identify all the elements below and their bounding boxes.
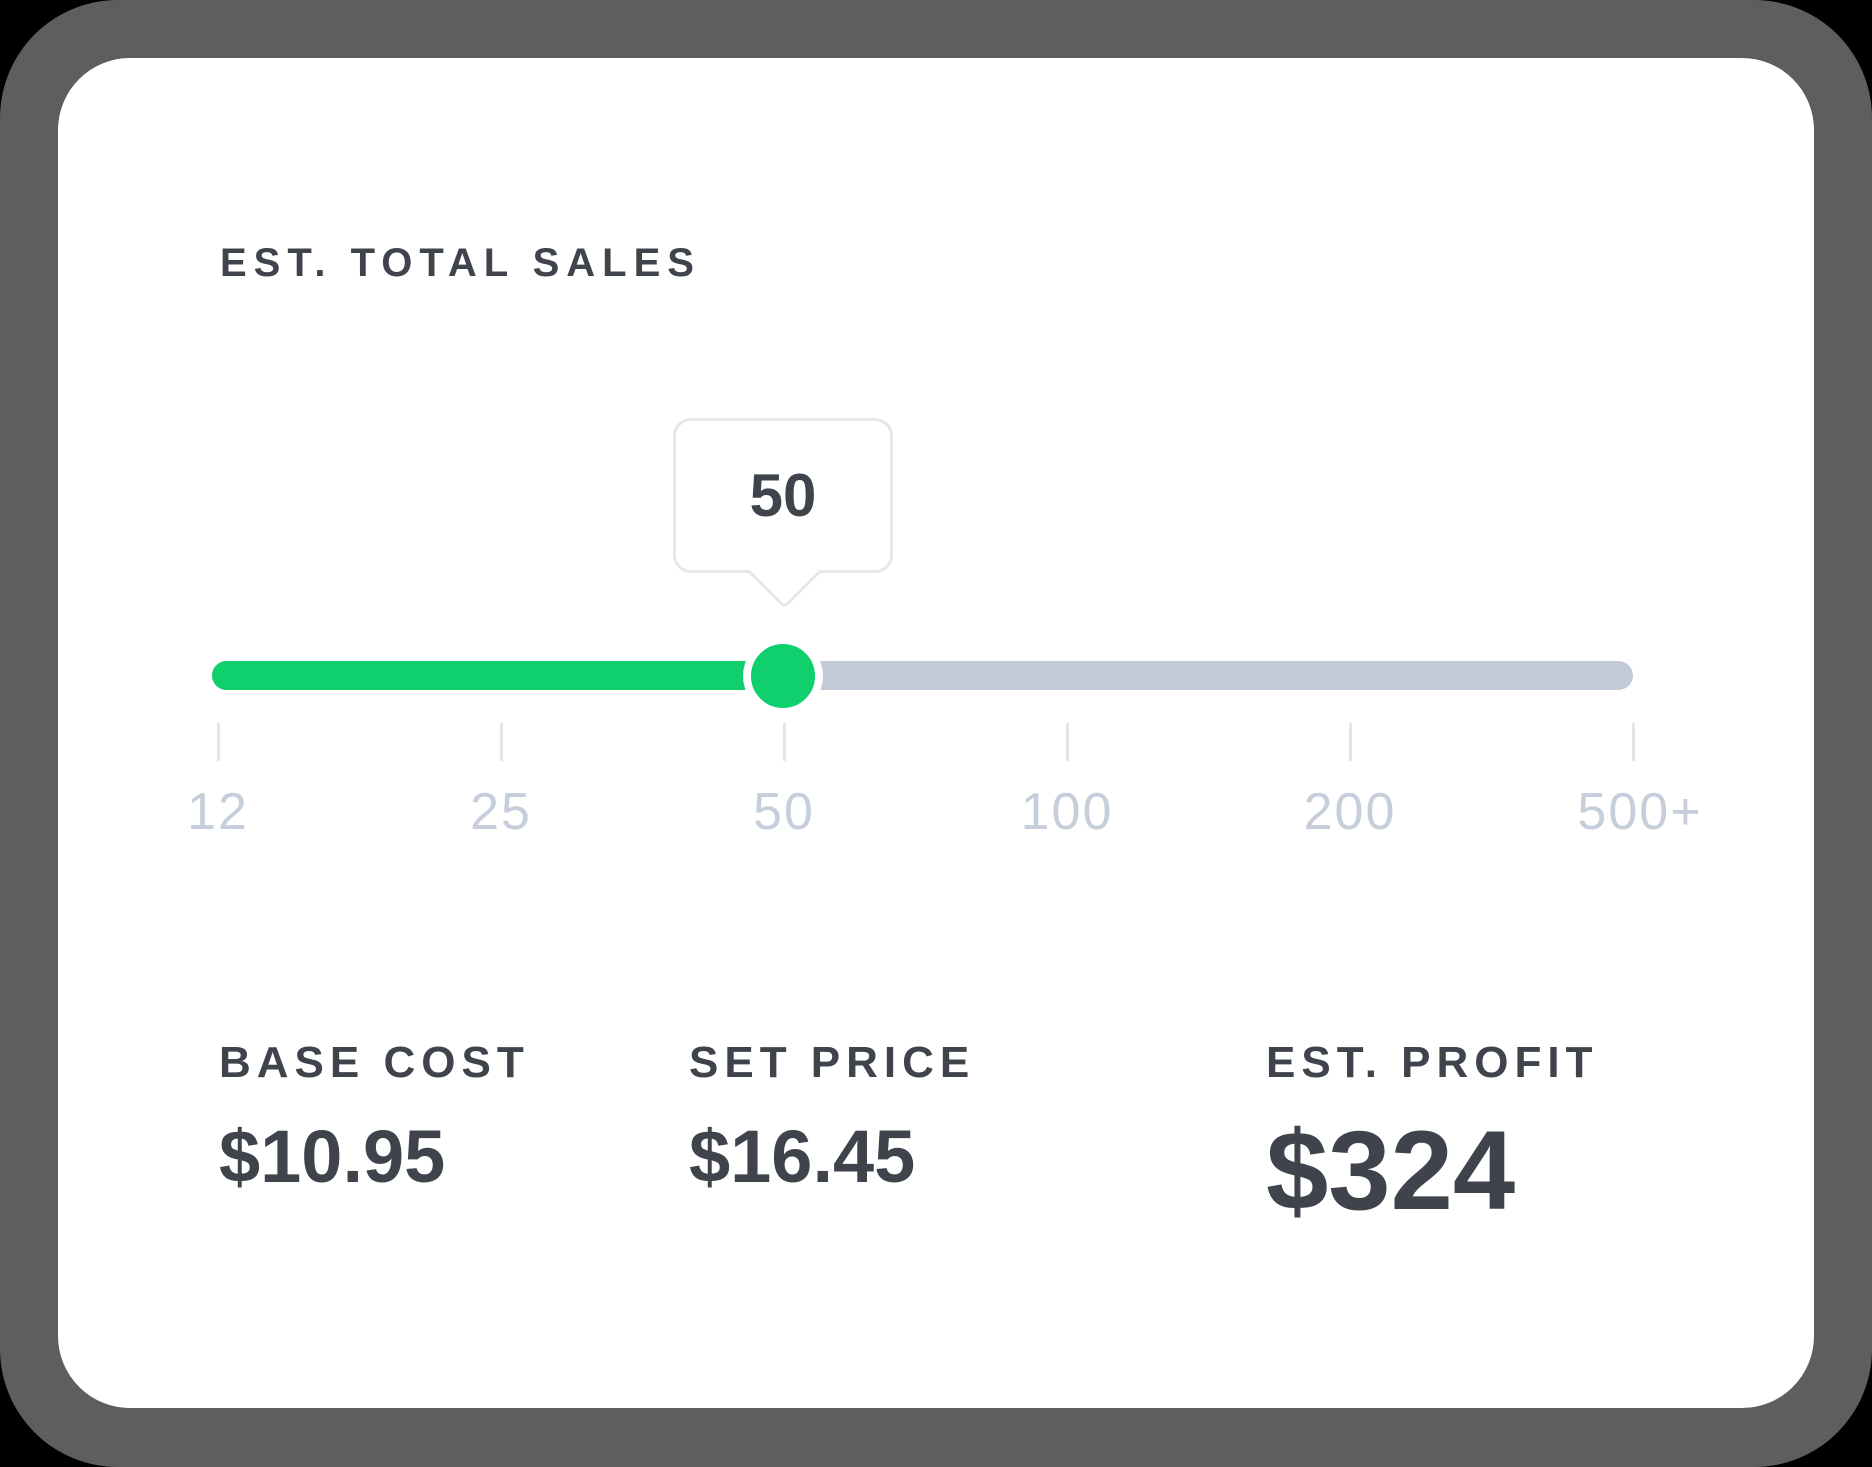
tick-label: 100 bbox=[1020, 783, 1114, 841]
tick-mark bbox=[1631, 723, 1635, 761]
slider-fill bbox=[212, 661, 783, 690]
pricing-card: EST. TOTAL SALES 50 12 25 50 100 200 500… bbox=[58, 58, 1814, 1408]
tick-mark bbox=[1065, 723, 1069, 761]
set-price-label: SET PRICE bbox=[689, 1038, 976, 1087]
page-title: EST. TOTAL SALES bbox=[220, 241, 701, 285]
tick-mark bbox=[216, 723, 220, 761]
tick-label: 50 bbox=[753, 783, 815, 841]
tick-mark bbox=[782, 723, 786, 761]
tick-mark bbox=[499, 723, 503, 761]
tick-label: 12 bbox=[187, 783, 249, 841]
tick-label: 200 bbox=[1303, 783, 1397, 841]
tick-mark bbox=[1348, 723, 1352, 761]
slider-handle[interactable] bbox=[743, 636, 823, 716]
base-cost-value: $10.95 bbox=[219, 1115, 446, 1198]
set-price-value: $16.45 bbox=[689, 1115, 916, 1198]
est-profit-label: EST. PROFIT bbox=[1266, 1038, 1599, 1087]
tick-label: 25 bbox=[470, 783, 532, 841]
slider-track[interactable] bbox=[212, 661, 1633, 690]
slider-value-text: 50 bbox=[749, 461, 817, 529]
base-cost-label: BASE COST bbox=[219, 1038, 530, 1087]
tick-label: 500+ bbox=[1577, 783, 1703, 841]
est-profit-value: $324 bbox=[1266, 1108, 1516, 1233]
